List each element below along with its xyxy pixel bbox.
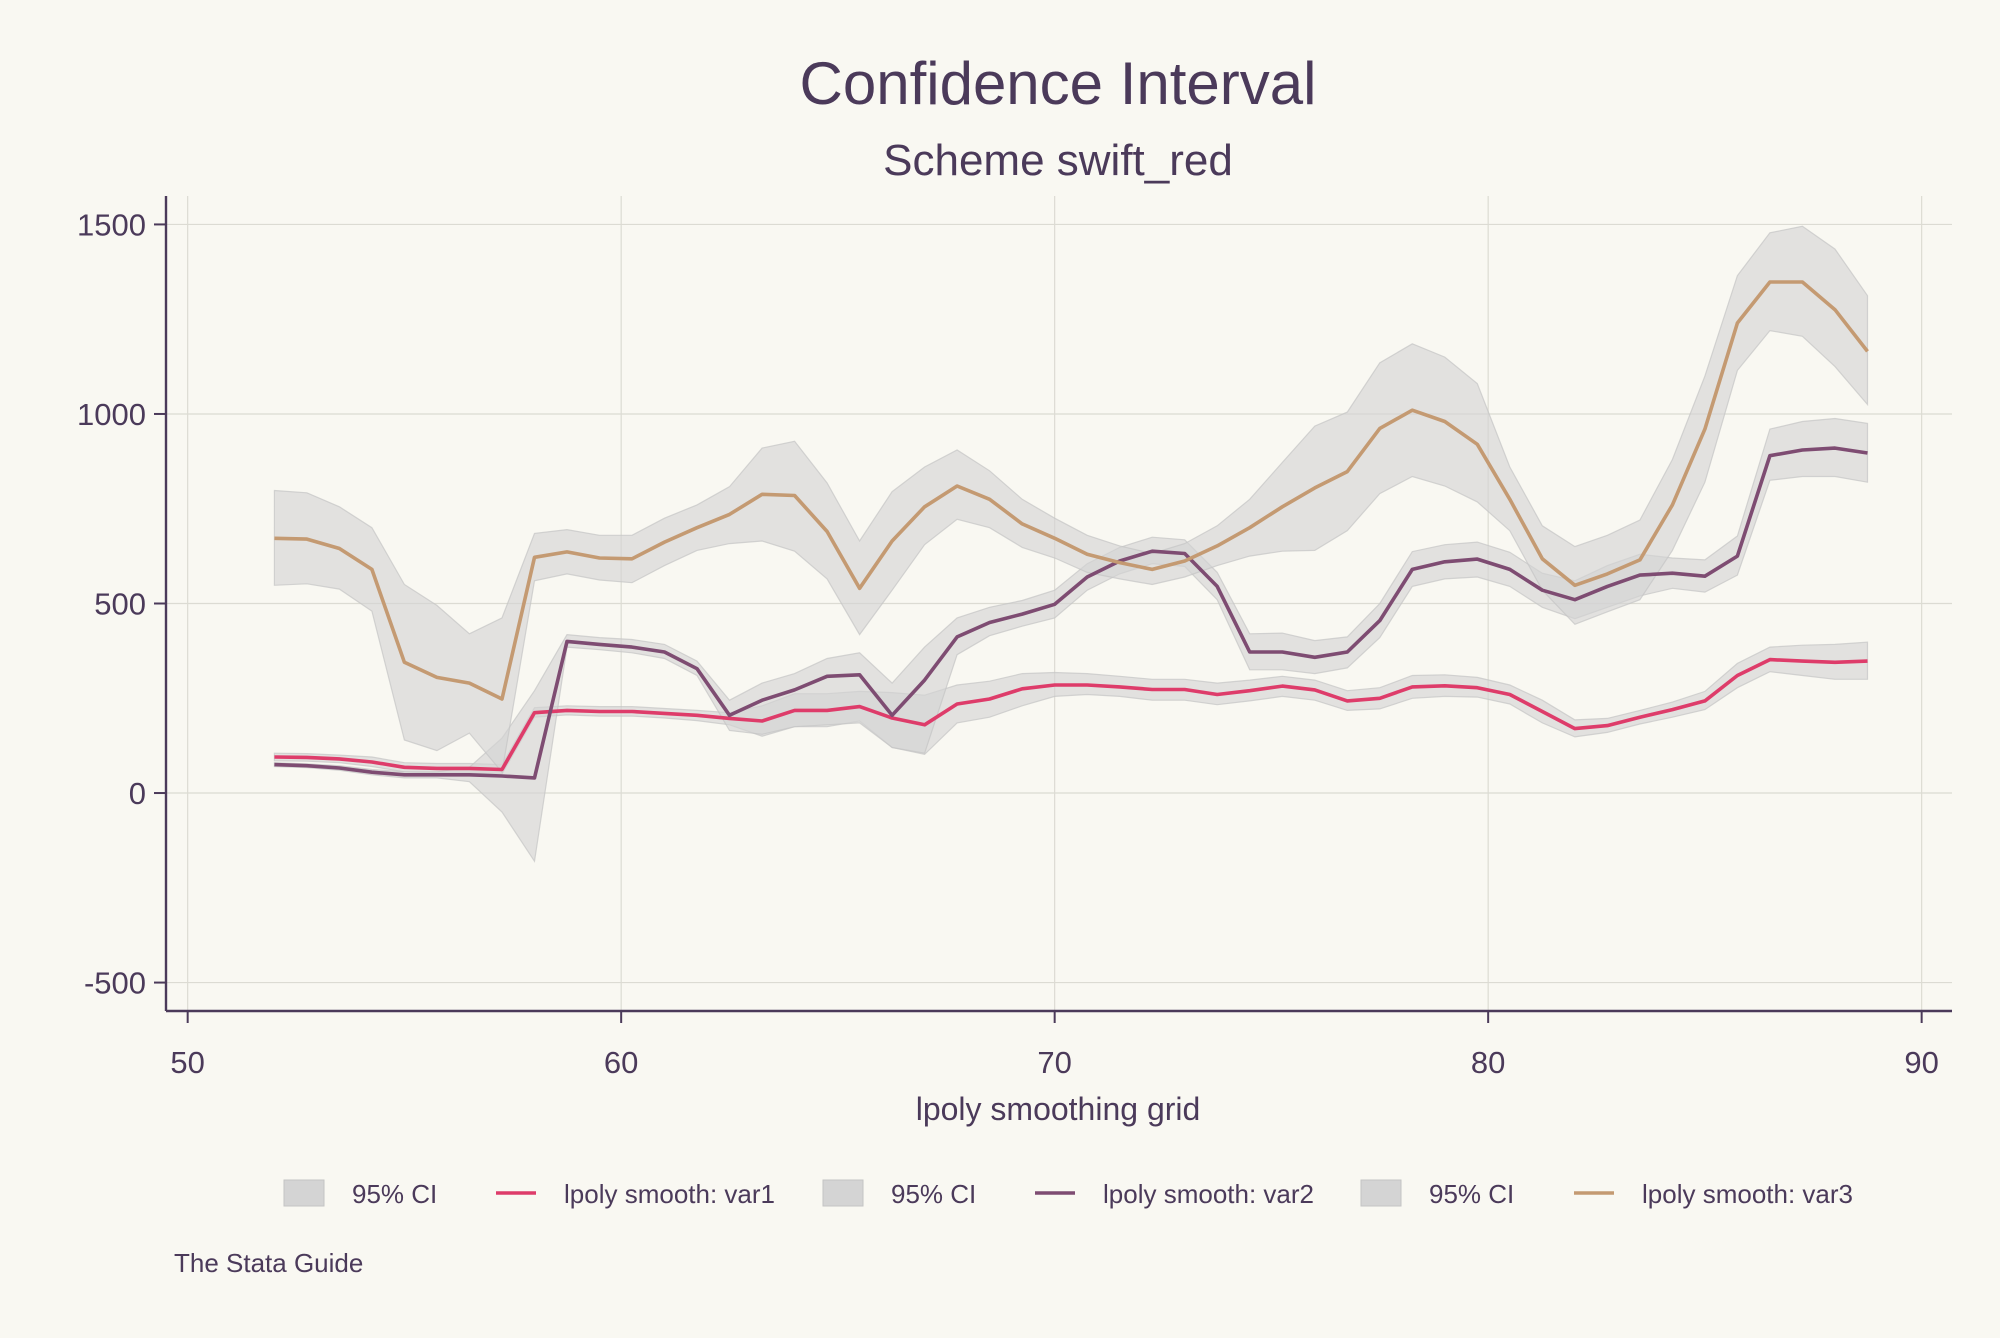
series-line-var2: [274, 446, 1868, 780]
y-tick-label: -500: [84, 966, 146, 1001]
confidence-bands: [273, 225, 1869, 863]
series-lines: [274, 280, 1869, 780]
legend-label: lpoly smooth: var1: [564, 1179, 775, 1209]
x-tick-label: 80: [1471, 1045, 1505, 1080]
chart-title: Confidence Interval: [800, 50, 1317, 117]
y-tick-label: 0: [129, 776, 146, 811]
series-line-var3: [274, 280, 1869, 701]
legend: 95% CI lpoly smooth: var1 95% CI lpoly smoo…: [283, 1179, 1853, 1209]
x-tick-label: 70: [1037, 1045, 1071, 1080]
x-tick-label: 50: [170, 1045, 204, 1080]
y-tick-label: 1500: [77, 207, 146, 242]
legend-label: 95% CI: [352, 1179, 437, 1209]
ci-band-var2: [273, 417, 1869, 863]
chart-subtitle: Scheme swift_red: [883, 136, 1233, 185]
legend-label: 95% CI: [891, 1179, 976, 1209]
x-tick-label: 90: [1904, 1045, 1938, 1080]
x-tick-label: 60: [604, 1045, 638, 1080]
series-line-var1: [274, 657, 1868, 772]
legend-label: lpoly smooth: var2: [1103, 1179, 1314, 1209]
legend-ci-swatch: [283, 1179, 325, 1207]
legend-ci-swatch: [822, 1179, 864, 1207]
y-tick-label: 1000: [77, 397, 146, 432]
chart-note: The Stata Guide: [174, 1248, 363, 1278]
axes: -500 0 500 1000 1500 50 60 70 80 90: [77, 196, 1952, 1080]
x-axis-title: lpoly smoothing grid: [916, 1091, 1201, 1127]
ci-band-var3: [273, 225, 1869, 774]
legend-label: 95% CI: [1429, 1179, 1514, 1209]
legend-ci-swatch: [1360, 1179, 1402, 1207]
y-tick-label: 500: [94, 587, 146, 622]
legend-label: lpoly smooth: var3: [1642, 1179, 1853, 1209]
